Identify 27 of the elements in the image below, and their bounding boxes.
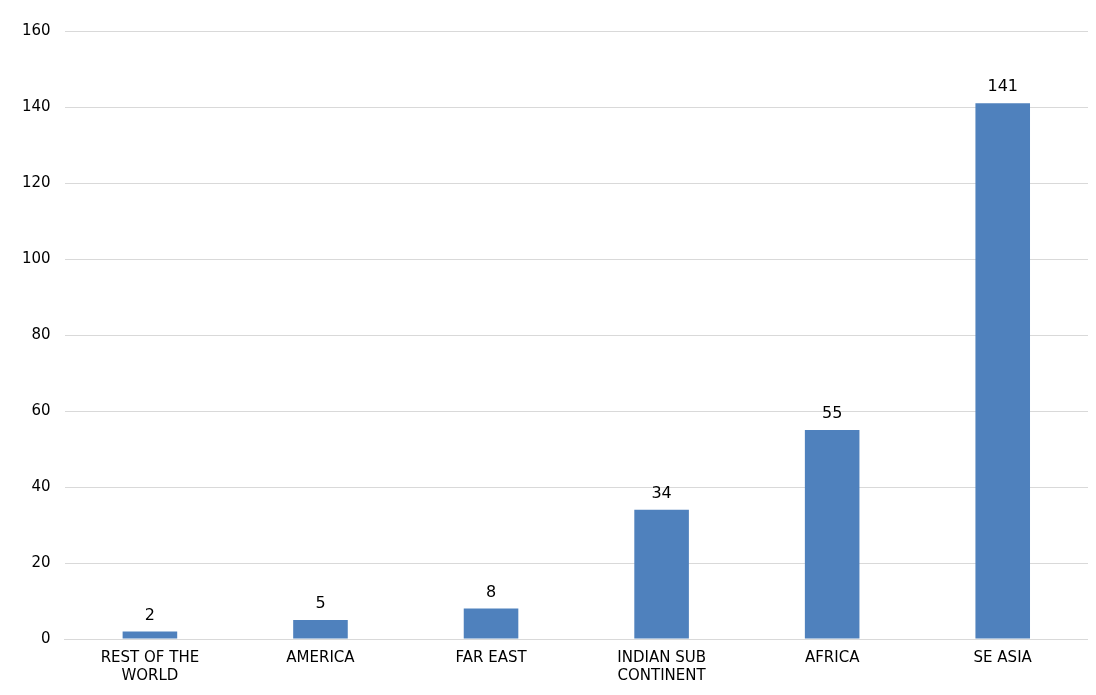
x-tick-label: INDIAN SUB CONTINENT: [617, 647, 707, 684]
x-tick-label: REST OF THE WORLD: [100, 647, 200, 684]
x-tick-label: FAR EAST: [455, 647, 528, 666]
x-tick-label: AMERICA: [286, 647, 356, 666]
y-tick-label: 140: [21, 96, 51, 115]
data-label: 5: [315, 593, 326, 613]
x-tick-label: SE ASIA: [973, 647, 1033, 666]
bar: [293, 620, 348, 639]
y-tick-label: 40: [31, 476, 51, 495]
y-tick-label: 20: [31, 552, 51, 571]
y-tick-label: 120: [21, 172, 51, 191]
bar: [122, 631, 178, 639]
data-label: 141: [987, 76, 1018, 96]
bar: [975, 103, 1031, 639]
y-tick-label: 100: [21, 248, 51, 267]
x-tick-label: AFRICA: [804, 647, 861, 666]
y-tick-label: 0: [41, 628, 51, 647]
bar: [463, 608, 519, 639]
bar: [804, 430, 860, 639]
data-label: 34: [651, 482, 672, 502]
bar: [634, 509, 689, 639]
data-label: 2: [144, 604, 155, 624]
data-label: 55: [821, 403, 843, 423]
y-tick-label: 80: [31, 324, 51, 343]
data-label: 8: [485, 581, 497, 601]
y-tick-label: 60: [31, 400, 51, 419]
y-tick-label: 160: [21, 20, 51, 39]
